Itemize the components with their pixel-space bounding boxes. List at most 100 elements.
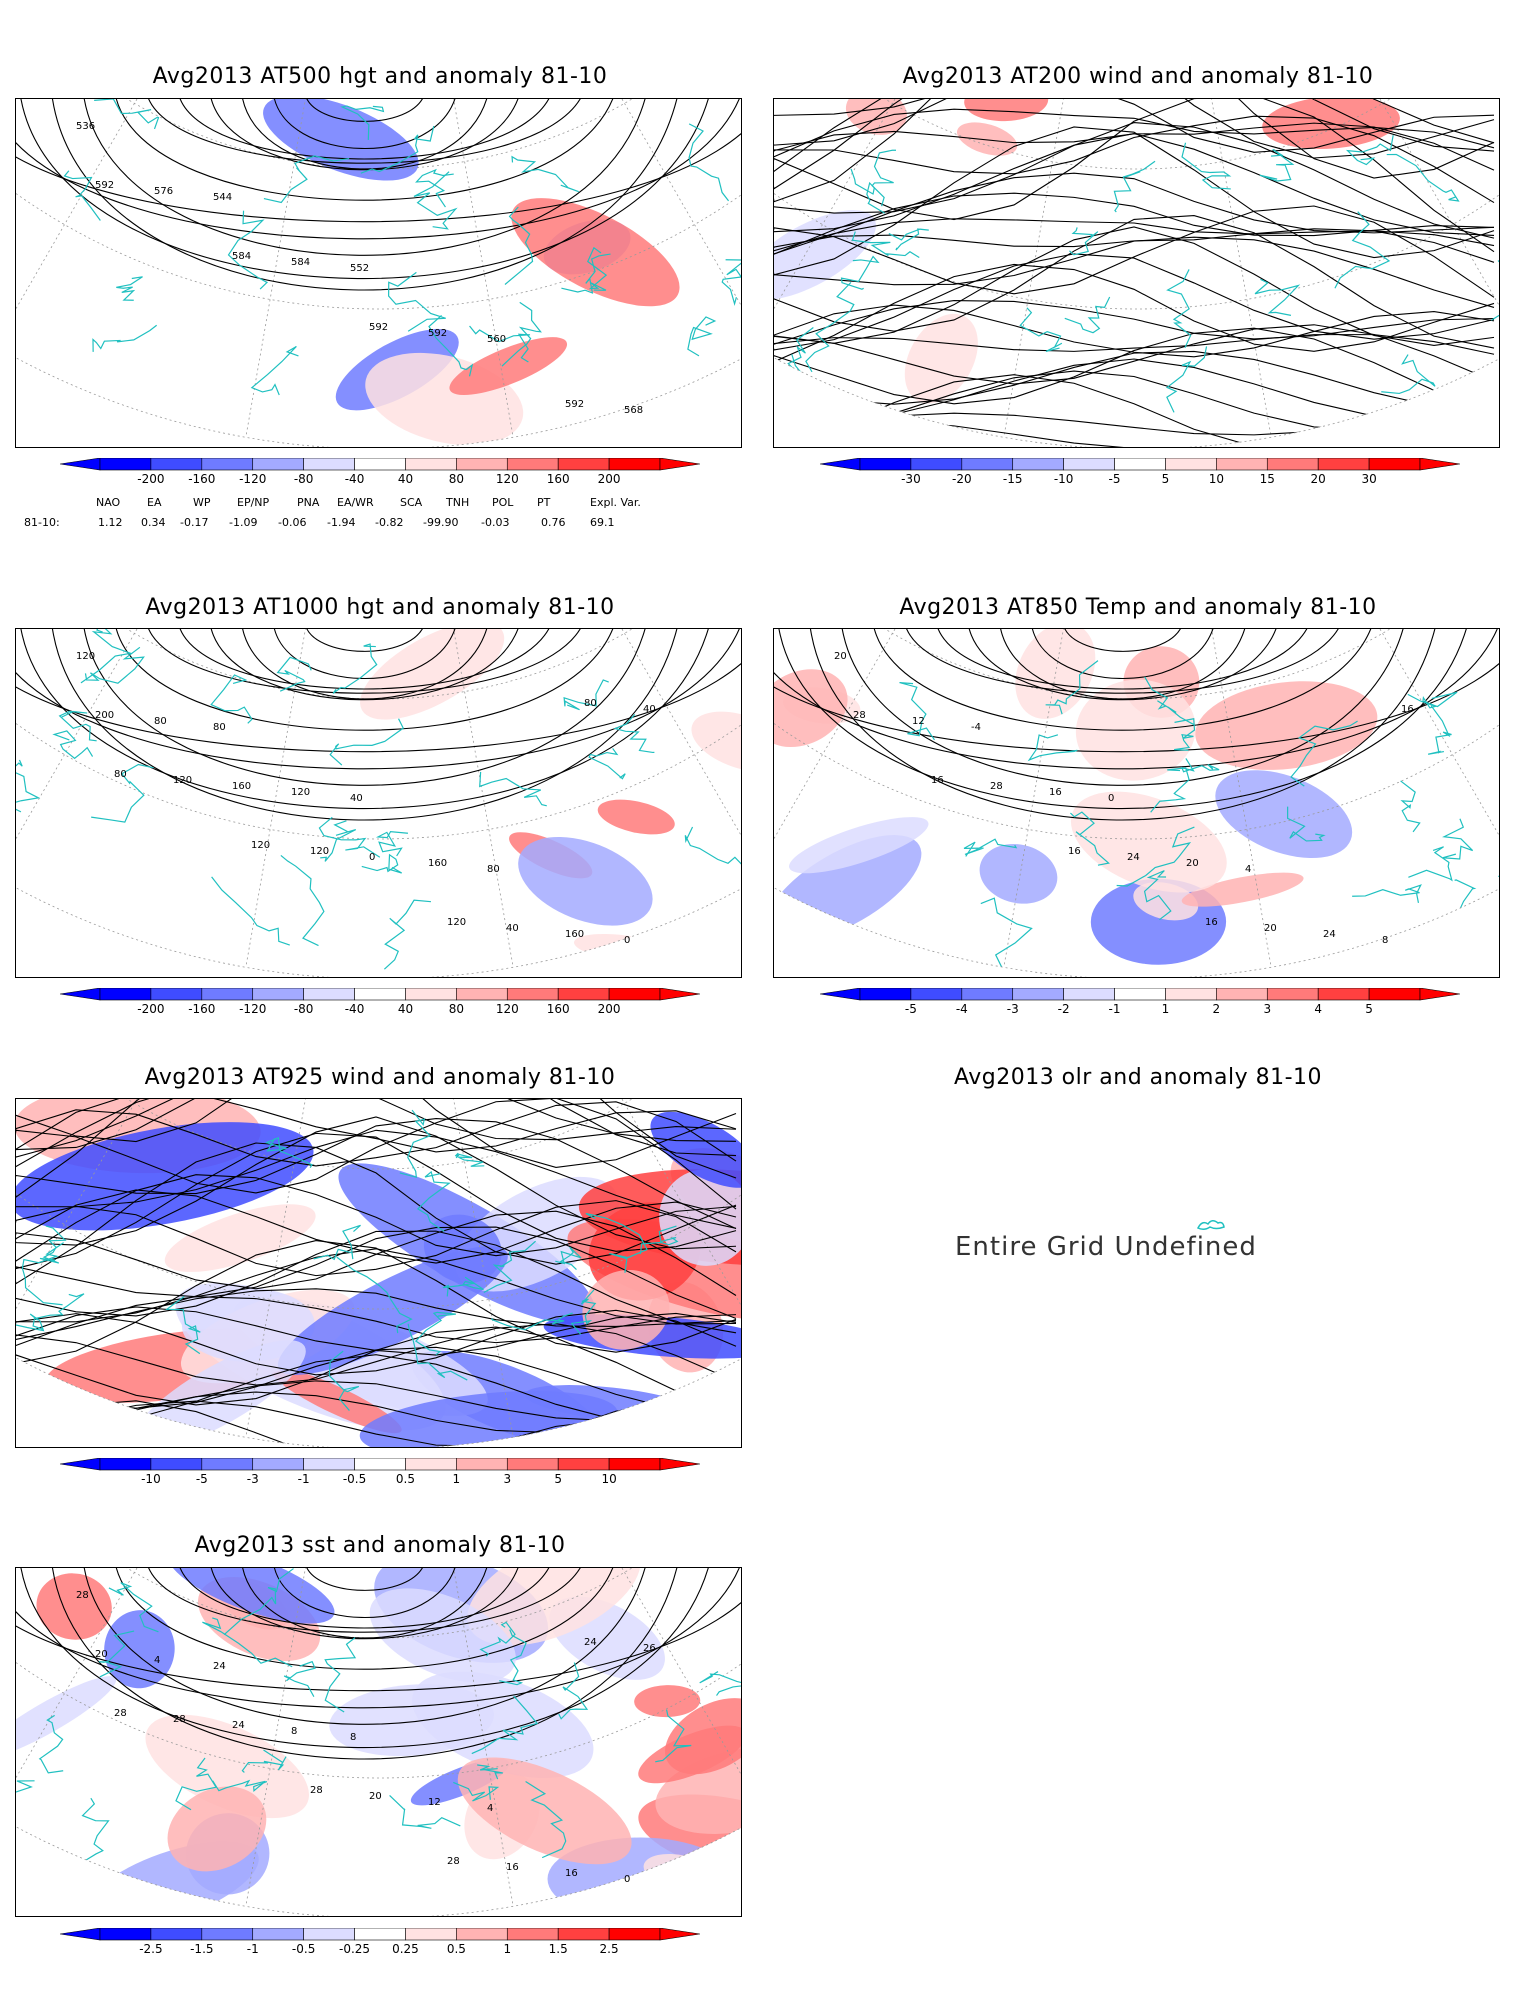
colorbar-tick-label: -80 [293,1002,314,1016]
coastline [980,897,1033,975]
coastline [407,1323,468,1381]
tele-value-wp: -0.17 [180,516,209,529]
streamline [16,1210,737,1296]
colorbar-swatch [354,458,406,471]
coastline [1427,705,1452,755]
coastline [1070,811,1110,866]
coastline [501,301,542,367]
coastline [21,1242,64,1306]
streamline [774,215,1495,349]
map-panel-at1000: 120 80 40 80 0 80 120 160 160 200 160 0 40 40 120 120 12… [15,628,742,978]
coastline [479,1621,516,1657]
contour-line [19,99,711,279]
coastline [791,354,848,414]
streamline [16,1142,737,1285]
contour-line [16,1568,741,1692]
contour-label: 592 [565,399,584,410]
coastline [1045,660,1099,715]
coastline [1019,307,1063,352]
colorbar-tick-label: -2 [1057,1002,1070,1016]
colorbar-swatch [456,1458,508,1471]
colorbar-tick-label: 5 [1365,1002,1373,1016]
colorbar-tick-label: -1 [246,1942,259,1956]
colorbar-swatch [150,988,203,1001]
coastline [320,820,357,862]
colorbar-tick-label: 1 [452,1472,461,1486]
streamline [774,192,1495,255]
coastline [165,1296,201,1355]
colorbar-tick-label: -120 [239,1002,267,1016]
streamline [774,304,1495,358]
coastline [389,1794,461,1829]
streamline [774,99,1495,253]
contour-label: 592 [369,322,388,333]
coastline [1386,153,1460,202]
contour-line [177,99,553,160]
contour-line [1030,629,1216,680]
contour-label: 24 [1323,929,1336,940]
anomaly-shade [167,1568,335,1624]
contour-line [16,99,741,223]
anomaly-shade [104,1610,175,1689]
coastline [871,149,897,207]
coastline [454,1152,485,1167]
coastline [1400,780,1421,833]
coastline [840,255,880,290]
colorbar-swatch [1114,458,1166,471]
colorbar-arrow-high [1419,988,1460,1001]
olr-undefined-message: Entire Grid Undefined [955,1232,1257,1262]
coastline [80,629,133,684]
contour-line [209,1568,521,1640]
coastline [721,259,741,306]
coastline [332,643,378,694]
coastline [415,168,454,208]
coastline [1181,142,1232,190]
colorbar-arrow-high [659,458,700,471]
colorbar-tick-label: 80 [448,472,464,486]
contour-label: 80 [487,864,500,875]
contour-label: 80 [213,722,226,733]
colorbar-swatch [1216,458,1268,471]
colorbar-sst: -2.5 -1.5 -1 -0.5 -0.25 0.25 0.5 1 1.5 2.5 [60,1928,700,1968]
contour-line [19,629,711,809]
coastline [399,1109,432,1179]
tele-row-label: 81-10: [24,516,60,529]
colorbar-swatch [150,458,203,471]
meridian-line [1137,99,1499,347]
coastline [1165,346,1208,413]
meridian-line [379,629,514,968]
tele-value-pna: -0.06 [278,516,307,529]
meridian-line [1137,629,1272,968]
colorbar-strip [60,1928,700,1941]
coastline [1069,227,1099,256]
colorbar-tick-label: -40 [344,472,365,486]
colorbar-tick-label: 2 [1212,1002,1221,1016]
contour-label: 4 [487,1803,493,1814]
coastline [1408,846,1453,882]
colorbar-arrow-low [820,458,861,471]
colorbar-swatch [456,458,508,471]
coastline [108,1582,159,1633]
colorbar-strip [60,1458,700,1471]
coastline [786,327,814,380]
streamline [774,218,1495,260]
colorbar-swatch [859,458,912,471]
meridian-line [774,629,1138,877]
colorbar-swatch [1266,458,1319,471]
coastline [899,682,935,741]
colorbar-tick-label: 20 [1310,472,1326,486]
coastline [94,99,160,130]
coastline [84,646,145,684]
contour-label: 40 [350,793,363,804]
colorbar-tick-label: -120 [239,472,267,486]
coastline [413,171,458,230]
tele-header-epnp: EP/NP [237,496,270,509]
contour-label: 4 [1245,864,1251,875]
map-panel-at850: 20 -4 0 4 8 12 16 20 24 28 28 24 20 16 16 16 16 [773,628,1500,978]
meridian-line [379,1568,741,1816]
colorbar-tick-label: -1.5 [190,1942,214,1956]
colorbar-tick-label: -1 [1108,1002,1121,1016]
streamline [774,430,1495,447]
tele-header-nao: NAO [96,496,121,509]
coastline [1407,691,1458,709]
